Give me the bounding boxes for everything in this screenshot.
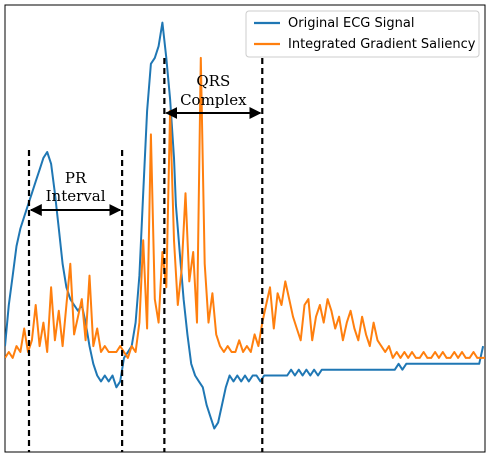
legend-label-integrated-gradient-saliency: Integrated Gradient Saliency bbox=[288, 37, 476, 52]
qrs-complex-label-line2: Complex bbox=[180, 91, 247, 109]
series-line-integrated-gradient-saliency bbox=[5, 56, 485, 359]
legend-label-original-ecg: Original ECG Signal bbox=[288, 16, 414, 31]
legend-box bbox=[245, 10, 480, 58]
plot-frame bbox=[4, 4, 486, 453]
interval-annotations: PR Interval QRS Complex bbox=[27, 58, 264, 452]
pr-interval-label-line2: Interval bbox=[46, 187, 106, 205]
qrs-complex-label-line1: QRS bbox=[196, 72, 230, 90]
pr-interval-label-line1: PR bbox=[65, 169, 87, 187]
series-line-original-ecg bbox=[5, 21, 485, 430]
legend: Original ECG Signal Integrated Gradient … bbox=[245, 10, 480, 58]
